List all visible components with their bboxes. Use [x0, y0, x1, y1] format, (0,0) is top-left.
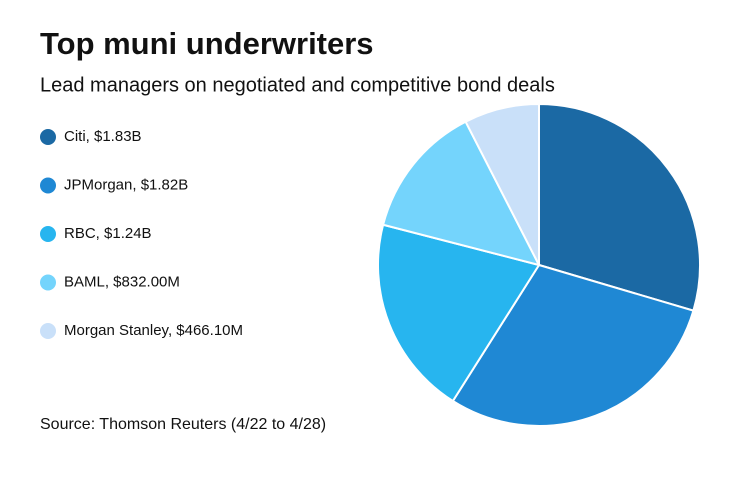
chart-title: Top muni underwriters: [40, 26, 374, 61]
pie-slice: [381, 120, 541, 267]
chart-subtitle: Lead managers on negotiated and competit…: [40, 74, 555, 96]
legend-label: BAML, $832.00M: [64, 273, 180, 290]
legend-label: RBC, $1.24B: [64, 225, 152, 242]
legend-label: Morgan Stanley, $466.10M: [64, 322, 243, 339]
pie-slice: [538, 102, 701, 312]
legend-swatch: [40, 274, 56, 291]
pie-slice: [377, 223, 541, 403]
legend-swatch: [40, 323, 56, 339]
legend-swatch: [40, 129, 56, 145]
legend-label: Citi, $1.83B: [64, 128, 142, 145]
pie-slice: [464, 102, 540, 266]
legend-swatch: [40, 177, 56, 194]
source: Source: Thomson Reuters (4/22 to 4/28): [40, 416, 326, 433]
legend-swatch: [40, 226, 56, 242]
legend-label: JPMorgan, $1.82B: [64, 176, 188, 193]
pie-slice: [451, 263, 695, 427]
